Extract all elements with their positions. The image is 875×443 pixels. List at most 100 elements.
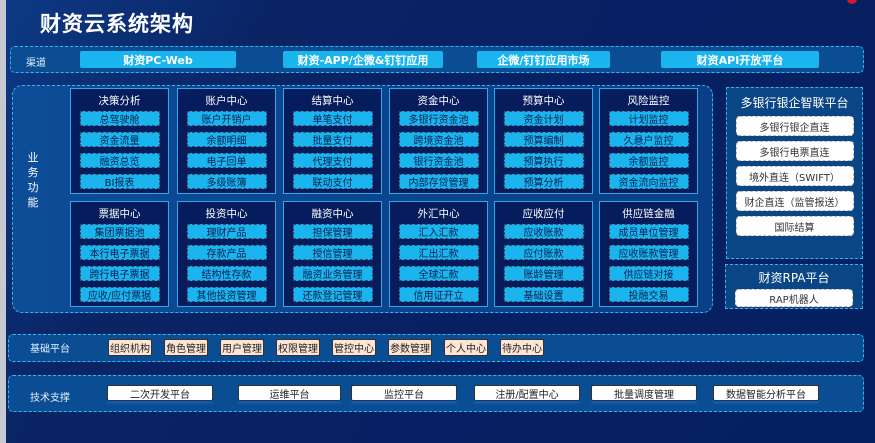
base-platform-button[interactable]: 管控中心	[332, 339, 376, 356]
module-item[interactable]: 银行资金池	[398, 153, 479, 168]
tech-support-button[interactable]: 二次开发平台	[107, 385, 213, 401]
logo-icon	[847, 0, 857, 4]
module-item[interactable]: 资金流量	[79, 132, 160, 147]
base-platform-button[interactable]: 权限管理	[276, 339, 320, 356]
bank-platform-panel: 多银行银企智联平台 多银行银企直连 多银行电票直连 境外直连（SWIFT） 财企直连（…	[726, 87, 863, 259]
tech-support-button[interactable]: 数据智能分析平台	[713, 385, 819, 401]
module-item[interactable]: 资金流向监控	[608, 174, 689, 189]
bank-platform-title: 多银行银企智联平台	[740, 96, 849, 110]
module-item[interactable]: 本行电子票据	[79, 245, 160, 260]
module-item[interactable]: 供应链对接	[608, 266, 689, 281]
module-item[interactable]: 应收账款管理	[608, 245, 689, 260]
module-item[interactable]: 预算分析	[503, 174, 584, 189]
business-label: 业务功能	[27, 151, 39, 209]
module-title: 票据中心	[98, 208, 141, 220]
module-item[interactable]: 跨境资金池	[398, 132, 479, 147]
module-item[interactable]: 多银行资金池	[398, 111, 479, 126]
module-item[interactable]: 担保管理	[292, 224, 373, 239]
bank-platform-item[interactable]: 多银行电票直连	[735, 141, 854, 161]
module-item[interactable]: 结构性存款	[186, 266, 267, 281]
module-item[interactable]: 跨行电子票据	[79, 266, 160, 281]
module-item[interactable]: 授信管理	[292, 245, 373, 260]
module-item[interactable]: 投融交易	[608, 287, 689, 302]
module-item[interactable]: 余额监控	[608, 153, 689, 168]
module-item[interactable]: 久悬户监控	[608, 132, 689, 147]
module-title: 应收应付	[522, 208, 565, 220]
module-item[interactable]: 内部存贷管理	[398, 174, 479, 189]
module-item[interactable]: 账户开销户	[186, 111, 267, 126]
module-card: 应收应付应收账款应付账款账龄管理基础设置	[494, 201, 593, 307]
module-item[interactable]: BI报表	[79, 174, 160, 189]
module-title: 结算中心	[311, 95, 354, 107]
module-card: 结算中心单笔支付批量支付代理支付联动支付	[283, 88, 382, 194]
module-title: 账户中心	[205, 95, 248, 107]
tech-support-button[interactable]: 监控平台	[351, 385, 457, 401]
module-item[interactable]: 应收账款	[503, 224, 584, 239]
base-platform-button[interactable]: 个人中心	[444, 339, 488, 356]
module-item[interactable]: 融资业务管理	[292, 266, 373, 281]
base-platform-button[interactable]: 角色管理	[164, 339, 208, 356]
module-item[interactable]: 计划监控	[608, 111, 689, 126]
module-item[interactable]: 应付账款	[503, 245, 584, 260]
module-item[interactable]: 单笔支付	[292, 111, 373, 126]
module-title: 决策分析	[98, 95, 141, 107]
rpa-platform-panel: 财资RPA平台 RAP机器人	[725, 264, 863, 309]
bank-platform-item[interactable]: 境外直连（SWIFT）	[735, 166, 854, 186]
module-title: 资金中心	[417, 95, 460, 107]
module-item[interactable]: 集团票据池	[79, 224, 160, 239]
module-card: 融资中心 担保管理 授信管理 融资业务管理 还款登记管理	[283, 201, 382, 307]
module-item[interactable]: 存款产品	[186, 245, 267, 260]
module-title: 预算中心	[522, 95, 565, 107]
module-card: 票据中心集团票据池本行电子票据 跨行电子票据 应收/应付票据	[70, 201, 169, 307]
module-item[interactable]: 联动支付	[292, 174, 373, 189]
module-item[interactable]: 其他投资管理	[186, 287, 267, 302]
rpa-platform-item[interactable]: RAP机器人	[735, 289, 853, 307]
module-card: 风险监控计划监控久悬户监控余额监控资金流向监控	[599, 88, 698, 194]
module-title: 投资中心	[205, 208, 248, 220]
module-item[interactable]: 理财产品	[186, 224, 267, 239]
bank-platform-item[interactable]: 多银行银企直连	[735, 116, 854, 136]
module-item[interactable]: 账龄管理	[503, 266, 584, 281]
bank-platform-item[interactable]: 财企直连（监管报送）	[735, 191, 854, 211]
window-edge	[0, 0, 6, 443]
tech-support-button[interactable]: 批量调度管理	[591, 385, 697, 401]
channel-button[interactable]: 企微/钉钉应用市场	[477, 51, 610, 68]
module-item[interactable]: 汇入汇款	[398, 224, 479, 239]
module-item[interactable]: 电子回单	[186, 153, 267, 168]
module-title: 风险监控	[627, 95, 670, 107]
base-platform-button[interactable]: 用户管理	[220, 339, 264, 356]
tech-support-button[interactable]: 注册/配置中心	[474, 385, 580, 401]
module-item[interactable]: 批量支付	[292, 132, 373, 147]
rpa-platform-title: 财资RPA平台	[758, 271, 830, 285]
module-card: 投资中心理财产品存款产品结构性存款其他投资管理	[177, 201, 276, 307]
module-card: 供应链金融 成员单位管理 应收账款管理 供应链对接 投融交易	[599, 201, 698, 307]
module-item[interactable]: 汇出汇款	[398, 245, 479, 260]
page-title: 财资云系统架构	[40, 12, 194, 36]
channel-button[interactable]: 财资API开放平台	[661, 51, 819, 68]
module-item[interactable]: 融资总览	[79, 153, 160, 168]
module-item[interactable]: 全球汇款	[398, 266, 479, 281]
base-platform-button[interactable]: 组织机构	[108, 339, 152, 356]
module-item[interactable]: 预算执行	[503, 153, 584, 168]
module-card: 决策分析总驾驶舱资金流量融资总览 BI报表	[70, 88, 169, 194]
module-item[interactable]: 还款登记管理	[292, 287, 373, 302]
module-item[interactable]: 总驾驶舱	[79, 111, 160, 126]
module-item[interactable]: 余额明细	[186, 132, 267, 147]
module-item[interactable]: 信用证开立	[398, 287, 479, 302]
channel-button[interactable]: 财资PC-Web	[80, 51, 236, 68]
base-platform-label: 基础平台	[30, 344, 70, 355]
module-item[interactable]: 代理支付	[292, 153, 373, 168]
bank-platform-item[interactable]: 国际结算	[735, 216, 854, 236]
module-item[interactable]: 预算编制	[503, 132, 584, 147]
module-item[interactable]: 资金计划	[503, 111, 584, 126]
base-platform-button[interactable]: 参数管理	[388, 339, 432, 356]
module-item[interactable]: 基础设置	[503, 287, 584, 302]
module-item[interactable]: 应收/应付票据	[79, 287, 160, 302]
module-item[interactable]: 多级账簿	[186, 174, 267, 189]
module-item[interactable]: 成员单位管理	[608, 224, 689, 239]
module-card: 外汇中心 汇入汇款 汇出汇款 全球汇款 信用证开立	[389, 201, 488, 307]
channel-label: 渠道	[26, 58, 46, 69]
channel-button[interactable]: 财资-APP/企微&钉钉应用	[283, 51, 443, 68]
tech-support-button[interactable]: 运维平台	[238, 385, 341, 401]
base-platform-button[interactable]: 待办中心	[500, 339, 544, 356]
